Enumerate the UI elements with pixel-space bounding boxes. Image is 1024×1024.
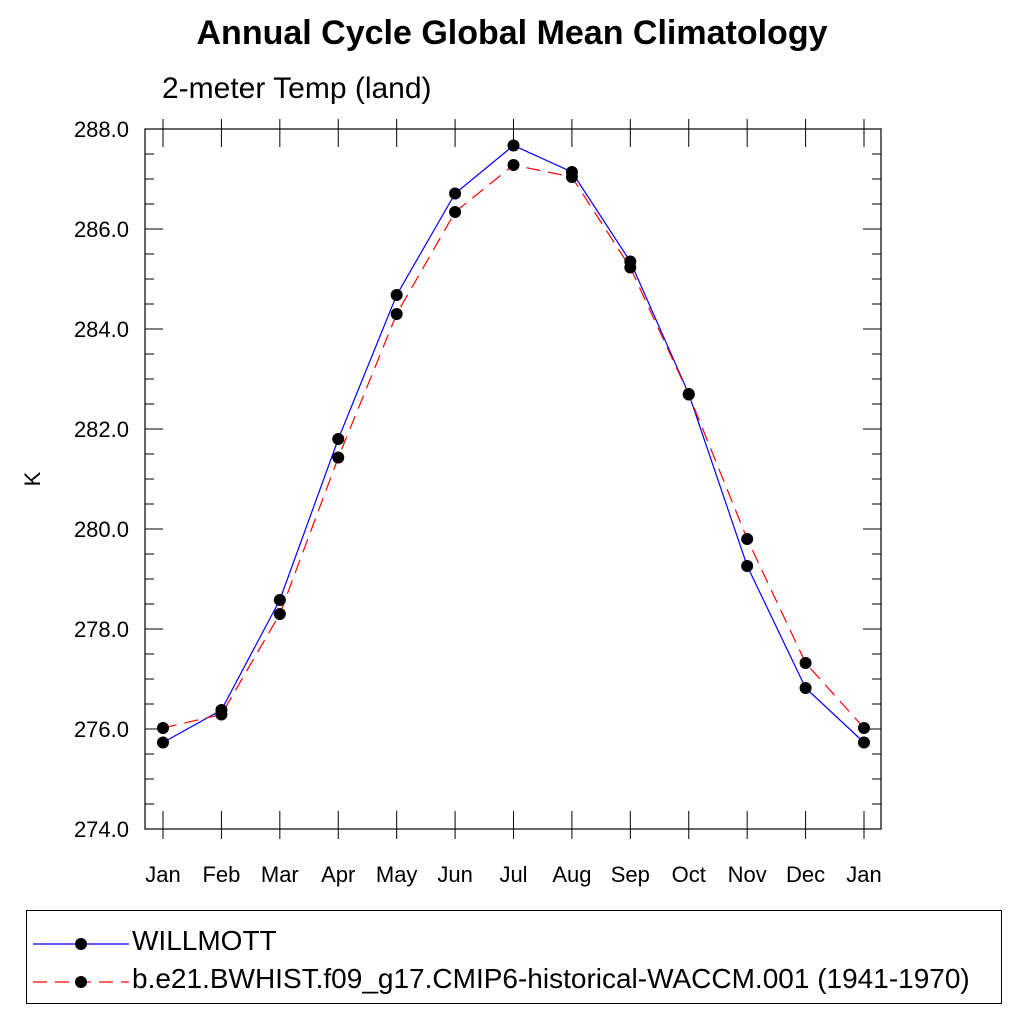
y-tick-label: 288.0 xyxy=(74,117,129,142)
data-point-0 xyxy=(390,289,403,301)
x-tick-label: Nov xyxy=(728,862,767,887)
y-tick-label: 286.0 xyxy=(74,217,129,242)
plot-frame xyxy=(144,128,882,830)
y-tick-label: 280.0 xyxy=(74,517,129,542)
x-tick-label: Jul xyxy=(499,862,527,887)
legend-label-waccm: b.e21.BWHIST.f09_g17.CMIP6-historical-WA… xyxy=(132,963,970,994)
legend-label-willmott: WILLMOTT xyxy=(132,925,277,956)
x-tick-label: Jan xyxy=(145,862,180,887)
data-point-0 xyxy=(799,682,812,694)
legend-entry-willmott: WILLMOTT xyxy=(27,919,1001,959)
x-tick-label: Sep xyxy=(611,862,650,887)
y-tick-labels: 274.0 276.0 278.0 280.0 282.0 284.0 286.0 288.0 xyxy=(74,117,129,842)
y-axis-label: K xyxy=(20,471,45,486)
y-tick-label: 284.0 xyxy=(74,317,129,342)
data-point-1 xyxy=(741,533,754,545)
legend: WILLMOTT b.e21.BWHIST.f09_g17.CMIP6-hist… xyxy=(26,910,1002,1004)
data-point-1 xyxy=(273,608,286,620)
data-point-0 xyxy=(507,139,520,152)
data-point-1 xyxy=(332,451,345,464)
y-tick-label: 276.0 xyxy=(74,717,129,742)
data-point-1 xyxy=(157,722,169,734)
series-group xyxy=(157,139,870,749)
line-chart: 274.0 276.0 278.0 280.0 282.0 284.0 286.0 288.0… xyxy=(20,117,882,887)
x-tick-label: Mar xyxy=(261,862,299,887)
axis-ticks-group xyxy=(145,119,881,839)
data-point-1 xyxy=(449,206,462,218)
y-tick-label: 278.0 xyxy=(74,617,129,642)
legend-key-dashed-red xyxy=(33,976,129,988)
data-point-0 xyxy=(741,560,754,572)
x-tick-labels: Jan Feb Mar Apr May Jun Jul Aug Sep Oct Nov Dec Jan xyxy=(145,862,881,887)
x-tick-label: Aug xyxy=(552,862,591,887)
y-tick-label: 282.0 xyxy=(74,417,129,442)
data-point-1 xyxy=(858,722,870,734)
data-point-1 xyxy=(507,159,520,171)
data-point-0 xyxy=(332,433,345,445)
chart-subtitle: 2-meter Temp (land) xyxy=(162,72,432,105)
legend-key-solid-blue xyxy=(33,938,129,950)
series-line-1 xyxy=(162,164,865,729)
x-tick-label: Dec xyxy=(786,862,825,887)
x-tick-label: Oct xyxy=(672,862,706,887)
data-point-1 xyxy=(799,657,812,669)
data-point-1 xyxy=(390,308,403,320)
data-point-0 xyxy=(449,187,462,200)
x-tick-label: Jun xyxy=(437,862,472,887)
x-tick-label: May xyxy=(376,862,418,887)
x-tick-label: Jan xyxy=(846,862,881,887)
data-point-1 xyxy=(624,261,637,274)
data-point-1 xyxy=(565,171,578,183)
y-tick-label: 274.0 xyxy=(74,817,129,842)
series-line-0 xyxy=(162,144,865,744)
x-tick-label: Apr xyxy=(321,862,355,887)
data-point-0 xyxy=(273,594,286,606)
legend-entry-waccm: b.e21.BWHIST.f09_g17.CMIP6-historical-WA… xyxy=(27,957,1001,997)
data-point-0 xyxy=(858,736,870,749)
data-point-0 xyxy=(157,736,169,749)
data-point-1 xyxy=(215,708,228,721)
plot-frame-group xyxy=(144,128,882,830)
x-tick-label: Feb xyxy=(202,862,240,887)
data-point-1 xyxy=(682,388,695,401)
chart-title: Annual Cycle Global Mean Climatology xyxy=(196,14,828,52)
